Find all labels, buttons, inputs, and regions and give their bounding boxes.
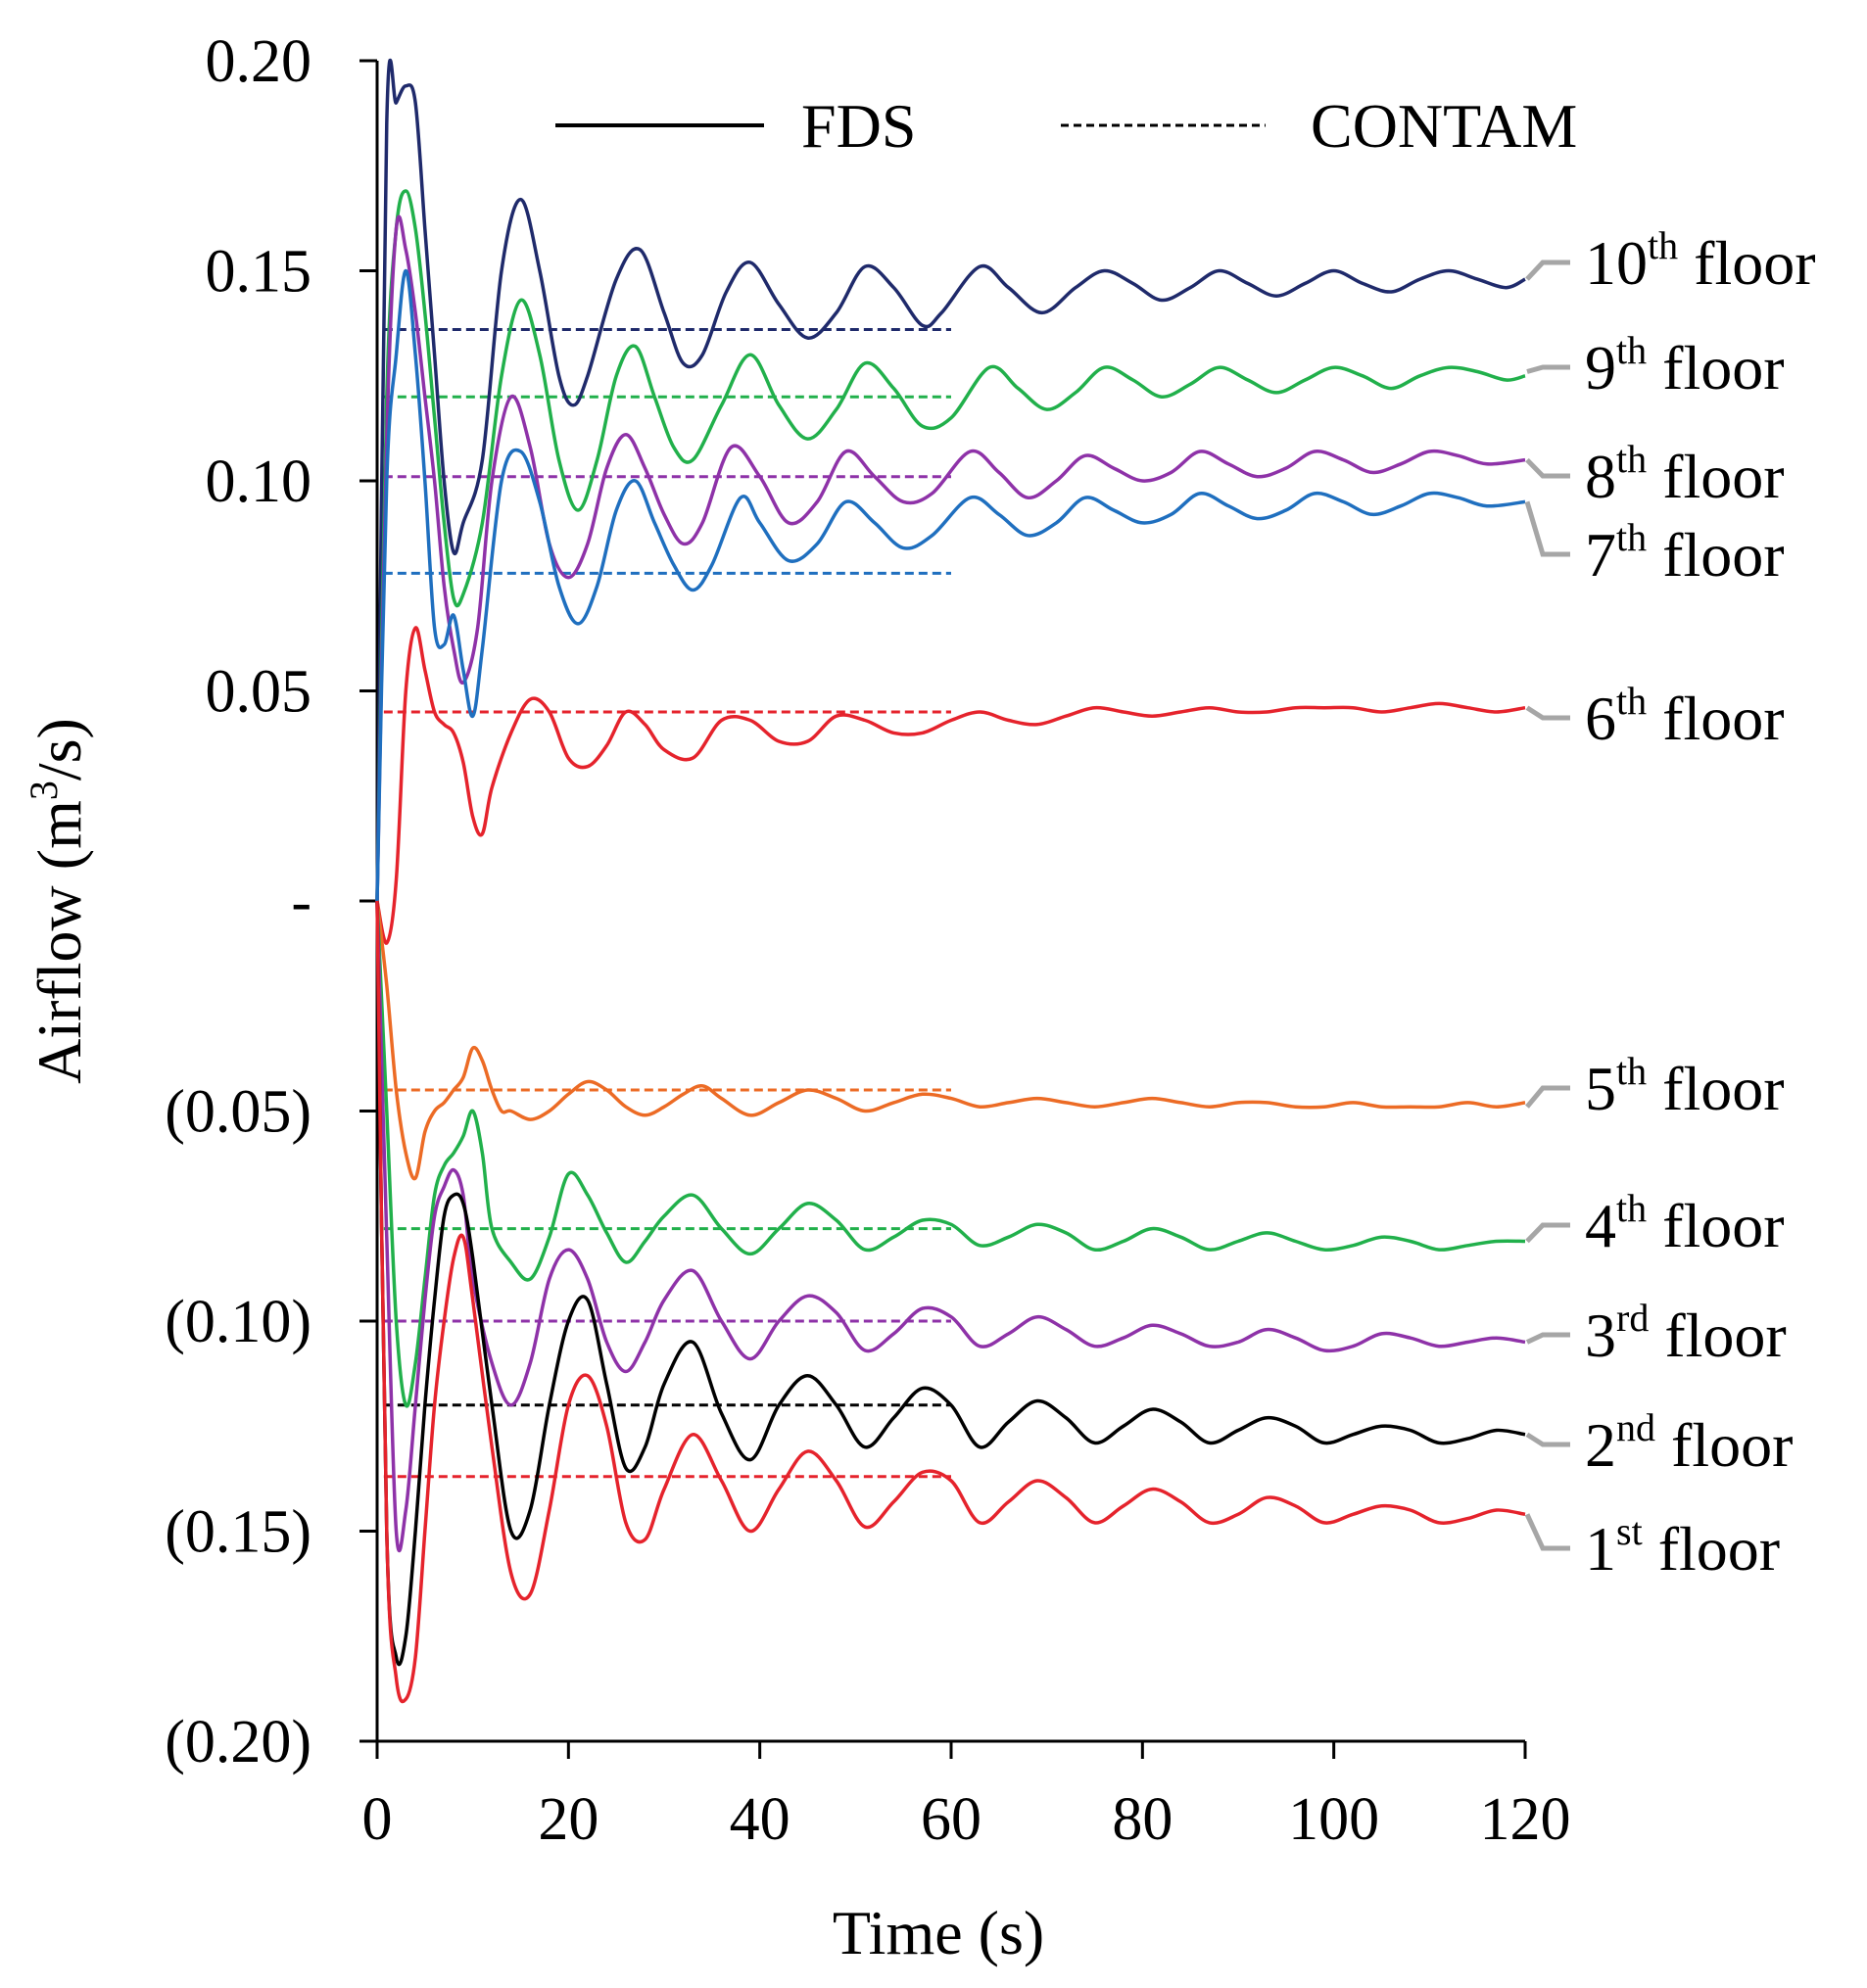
- y-tick-label: (0.20): [165, 1709, 311, 1775]
- y-axis-label-tail: /s): [24, 718, 94, 781]
- leader-6th-floor: [1525, 705, 1570, 721]
- fds-line-10th-floor: [375, 58, 1526, 902]
- axes: [375, 61, 1525, 1743]
- label-suffix: nd: [1616, 1405, 1655, 1449]
- leader-5th-floor: [1525, 1085, 1570, 1109]
- label-suffix: rd: [1616, 1296, 1649, 1340]
- label-text: floor: [1649, 1301, 1786, 1370]
- fds-series-group: [375, 58, 1526, 1704]
- label-suffix: st: [1616, 1509, 1643, 1553]
- leader-9th-floor: [1526, 364, 1570, 374]
- label-suffix: th: [1616, 1049, 1647, 1093]
- label-number: 6: [1585, 684, 1616, 753]
- label-5th-floor: 5th floor: [1585, 1049, 1785, 1123]
- fds-line-2nd-floor: [375, 900, 1526, 1667]
- label-1st-floor: 1st floor: [1585, 1509, 1780, 1584]
- y-tick-label: (0.15): [165, 1499, 311, 1566]
- y-ticks: 0.20 0.15 0.10 0.05 - (0.05) (0.10) (0.15) (0.20…: [165, 28, 377, 1775]
- contam-series-group: [383, 328, 951, 1479]
- legend-contam-label: CONTAM: [1311, 91, 1577, 161]
- x-tick-label: 0: [362, 1786, 393, 1853]
- y-tick-label: 0.05: [206, 659, 312, 726]
- label-number: 3: [1585, 1301, 1616, 1370]
- label-text: floor: [1647, 333, 1784, 402]
- y-tick-label: 0.10: [206, 449, 312, 515]
- y-axis-label-main: Airflow (m: [24, 800, 94, 1084]
- leader-2nd-floor: [1525, 1432, 1570, 1447]
- label-8th-floor: 8th floor: [1585, 437, 1785, 511]
- leader-1st-floor: [1524, 1513, 1570, 1551]
- x-tick-label: 120: [1480, 1786, 1571, 1853]
- y-axis-label-sup: 3: [22, 781, 66, 800]
- fds-line-7th-floor: [375, 268, 1526, 902]
- legend: FDS CONTAM: [555, 91, 1577, 161]
- fds-line-9th-floor: [375, 189, 1526, 902]
- label-9th-floor: 9th floor: [1585, 328, 1785, 402]
- y-tick-label: -: [291, 869, 311, 935]
- label-text: floor: [1643, 1514, 1780, 1584]
- label-number: 1: [1585, 1514, 1616, 1584]
- label-text: floor: [1647, 1191, 1784, 1260]
- x-tick-label: 100: [1288, 1786, 1379, 1853]
- label-text: floor: [1647, 520, 1784, 590]
- label-suffix: th: [1616, 437, 1647, 481]
- label-4th-floor: 4th floor: [1585, 1186, 1785, 1260]
- leader-8th-floor: [1525, 457, 1570, 479]
- label-suffix: th: [1648, 223, 1678, 267]
- fds-line-8th-floor: [375, 214, 1526, 902]
- label-suffix: th: [1616, 679, 1647, 723]
- label-7th-floor: 7th floor: [1585, 515, 1785, 590]
- fds-line-4th-floor: [375, 900, 1526, 1408]
- x-tick-label: 80: [1112, 1786, 1173, 1853]
- label-text: floor: [1678, 228, 1815, 298]
- leader-7th-floor: [1524, 500, 1570, 557]
- x-tick-label: 20: [538, 1786, 598, 1853]
- label-text: floor: [1647, 684, 1784, 753]
- legend-fds-label: FDS: [801, 91, 916, 161]
- label-suffix: th: [1616, 328, 1647, 372]
- leader-10th-floor: [1525, 260, 1570, 281]
- leader-3rd-floor: [1525, 1332, 1570, 1345]
- label-number: 2: [1585, 1410, 1616, 1480]
- fds-line-3rd-floor: [375, 900, 1526, 1552]
- fds-line-6th-floor: [375, 626, 1526, 945]
- label-number: 8: [1585, 442, 1616, 511]
- label-text: floor: [1655, 1410, 1793, 1480]
- y-tick-label: 0.20: [206, 28, 312, 95]
- x-ticks: 0 20 40 60 80 100 120: [362, 1741, 1571, 1853]
- label-text: floor: [1647, 442, 1784, 511]
- x-tick-label: 60: [921, 1786, 981, 1853]
- x-tick-label: 40: [730, 1786, 790, 1853]
- label-number: 9: [1585, 333, 1616, 402]
- label-number: 7: [1585, 520, 1616, 590]
- y-tick-label: 0.15: [206, 239, 312, 306]
- label-number: 4: [1585, 1191, 1616, 1260]
- fds-line-1st-floor: [375, 900, 1526, 1704]
- x-axis-label: Time (s): [833, 1898, 1044, 1967]
- label-number: 10: [1585, 228, 1648, 298]
- label-suffix: th: [1616, 515, 1647, 559]
- label-suffix: th: [1616, 1186, 1647, 1230]
- label-6th-floor: 6th floor: [1585, 679, 1785, 753]
- label-3rd-floor: 3rd floor: [1585, 1296, 1787, 1370]
- label-10th-floor: 10th floor: [1585, 223, 1816, 298]
- y-axis-label: Airflow (m3/s): [22, 718, 94, 1084]
- y-tick-label: (0.05): [165, 1079, 311, 1146]
- label-text: floor: [1647, 1054, 1784, 1123]
- label-number: 5: [1585, 1054, 1616, 1123]
- floor-leader-lines: [1524, 260, 1570, 1551]
- label-2nd-floor: 2nd floor: [1585, 1405, 1793, 1480]
- y-tick-label: (0.10): [165, 1289, 311, 1355]
- fds-line-5th-floor: [375, 900, 1526, 1181]
- leader-4th-floor: [1525, 1222, 1570, 1244]
